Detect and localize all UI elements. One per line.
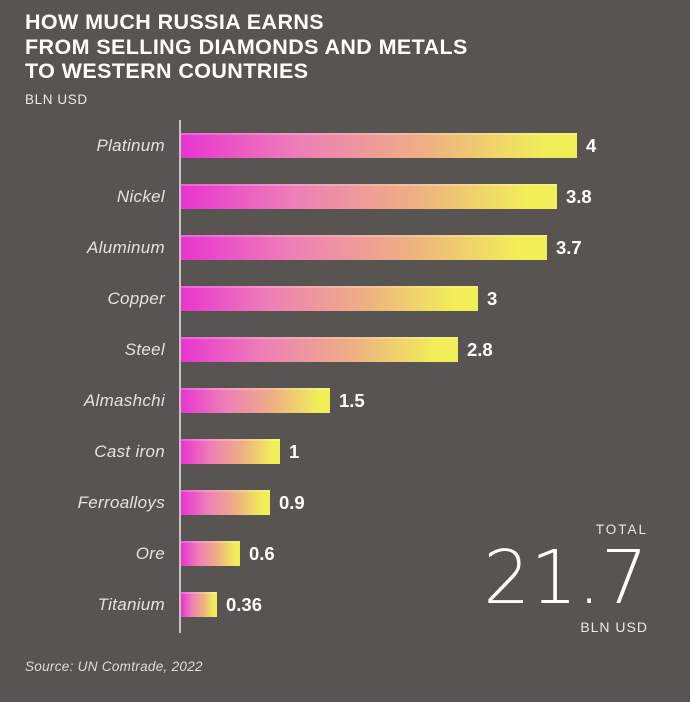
bar — [181, 439, 280, 464]
value-label: 0.36 — [226, 593, 263, 615]
bar-wrap: 0.9 — [181, 490, 305, 515]
total-label: TOTAL — [595, 522, 648, 537]
bar — [181, 184, 557, 209]
bar — [181, 337, 458, 362]
bar-wrap: 1.5 — [181, 388, 365, 413]
chart-row: Aluminum 3.7 — [0, 222, 690, 273]
bar-wrap: 0.36 — [181, 592, 262, 617]
total-value: 21.7 — [483, 535, 648, 621]
category-label: Titanium — [97, 594, 165, 614]
category-label: Copper — [107, 288, 165, 308]
category-label: Aluminum — [87, 237, 165, 257]
category-label: Ferroalloys — [77, 492, 165, 512]
bar — [181, 133, 577, 158]
chart-row: Steel 2.8 — [0, 324, 690, 375]
category-label: Steel — [124, 339, 165, 359]
value-label: 3 — [487, 287, 498, 309]
chart-rows: Platinum 4 Nickel 3.8 Aluminum 3.7 Copper 3 Stee… — [0, 120, 690, 630]
chart-row: Nickel 3.8 — [0, 171, 690, 222]
bar-wrap: 0.6 — [181, 541, 275, 566]
category-label: Almashchi — [83, 390, 165, 410]
chart-row: Ferroalloys 0.9 — [0, 477, 690, 528]
category-label: Nickel — [116, 186, 165, 206]
chart-row: Titanium 0.36 — [0, 579, 690, 630]
value-label: 0.6 — [249, 542, 275, 564]
value-label: 1.5 — [339, 389, 365, 411]
total-block: TOTAL 21.7 BLN USD — [483, 522, 648, 635]
value-label: 3.8 — [566, 185, 592, 207]
bar-wrap: 3.7 — [181, 235, 582, 260]
title-line-2: FROM SELLING DIAMONDS AND METALS — [25, 34, 468, 59]
axis-unit-label: BLN USD — [25, 91, 88, 107]
value-label: 4 — [586, 134, 597, 156]
source-note: Source: UN Comtrade, 2022 — [25, 659, 203, 674]
bar — [181, 235, 547, 260]
category-label: Platinum — [96, 135, 165, 155]
bar — [181, 388, 330, 413]
title-line-3: TO WESTERN COUNTRIES — [25, 59, 309, 83]
bar — [181, 490, 270, 515]
category-label: Ore — [135, 543, 165, 563]
bar-wrap: 1 — [181, 439, 299, 464]
title-line-1: HOW MUCH RUSSIA EARNS — [25, 10, 325, 34]
bar-wrap: 4 — [181, 133, 596, 158]
bar-wrap: 2.8 — [181, 337, 493, 362]
y-axis-line — [179, 120, 181, 633]
bar-wrap: 3.8 — [181, 184, 592, 209]
bar — [181, 286, 478, 311]
value-label: 1 — [289, 440, 300, 462]
chart-row: Ore 0.6 — [0, 528, 690, 579]
value-label: 3.7 — [556, 236, 582, 258]
page-title: HOW MUCH RUSSIA EARNS FROM SELLING DIAMO… — [25, 10, 468, 84]
chart-row: Cast iron 1 — [0, 426, 690, 477]
category-label: Cast iron — [94, 441, 165, 461]
bar-wrap: 3 — [181, 286, 497, 311]
bar-chart: Platinum 4 Nickel 3.8 Aluminum 3.7 Copper 3 Stee… — [0, 120, 690, 633]
chart-row: Almashchi 1.5 — [0, 375, 690, 426]
chart-row: Copper 3 — [0, 273, 690, 324]
total-unit: BLN USD — [580, 619, 648, 635]
chart-row: Platinum 4 — [0, 120, 690, 171]
value-label: 2.8 — [467, 338, 493, 360]
bar — [181, 541, 240, 566]
header: HOW MUCH RUSSIA EARNS FROM SELLING DIAMO… — [25, 10, 468, 107]
value-label: 0.9 — [279, 491, 305, 513]
bar — [181, 592, 217, 617]
